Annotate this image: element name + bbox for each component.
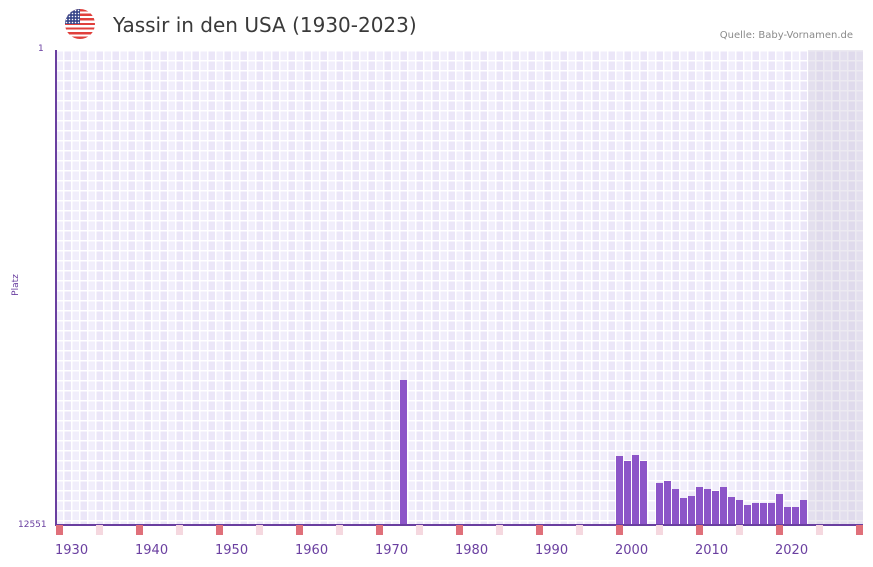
chart-title: Yassir in den USA (1930-2023) bbox=[113, 13, 417, 37]
y-axis-bottom-label: 12551 bbox=[18, 520, 47, 530]
bar-2010[interactable] bbox=[696, 487, 703, 525]
tick-1975 bbox=[416, 525, 423, 535]
tick-1965 bbox=[336, 525, 343, 535]
tick-2030 bbox=[856, 525, 863, 535]
x-label-1940: 1940 bbox=[135, 543, 169, 558]
tick-1945 bbox=[176, 525, 183, 535]
source-label: Quelle: Baby-Vornamen.de bbox=[719, 30, 853, 41]
tick-1970 bbox=[376, 525, 383, 535]
bar-2011[interactable] bbox=[704, 489, 711, 525]
bar-2001[interactable] bbox=[624, 461, 631, 525]
tick-2020 bbox=[776, 525, 783, 535]
tick-1960 bbox=[296, 525, 303, 535]
y-axis-top-label: 1 bbox=[38, 44, 44, 54]
tick-1955 bbox=[256, 525, 263, 535]
tick-1985 bbox=[496, 525, 503, 535]
tick-2025 bbox=[816, 525, 823, 535]
bar-2012[interactable] bbox=[712, 491, 719, 525]
bar-2021[interactable] bbox=[784, 506, 791, 525]
tick-1935 bbox=[96, 525, 103, 535]
bar-2023[interactable] bbox=[800, 499, 807, 525]
tick-2000 bbox=[616, 525, 623, 535]
bar-2003[interactable] bbox=[640, 461, 647, 525]
tick-2010 bbox=[696, 525, 703, 535]
bar-2018[interactable] bbox=[760, 502, 767, 525]
bar-2007[interactable] bbox=[672, 489, 679, 525]
x-label-2020: 2020 bbox=[775, 543, 809, 558]
future-region bbox=[808, 50, 863, 525]
x-label-1970: 1970 bbox=[375, 543, 409, 558]
bar-2020[interactable] bbox=[776, 494, 783, 525]
tick-1980 bbox=[456, 525, 463, 535]
tick-1995 bbox=[576, 525, 583, 535]
bar-2022[interactable] bbox=[792, 506, 799, 525]
us-flag-icon bbox=[65, 9, 95, 39]
plot-area bbox=[55, 50, 863, 525]
bar-2013[interactable] bbox=[720, 487, 727, 525]
bar-2016[interactable] bbox=[744, 504, 751, 525]
x-label-1950: 1950 bbox=[215, 543, 249, 558]
x-label-1980: 1980 bbox=[455, 543, 489, 558]
y-axis-title: Platz bbox=[11, 274, 21, 296]
x-label-1990: 1990 bbox=[535, 543, 569, 558]
bar-2002[interactable] bbox=[632, 455, 639, 525]
y-axis-line bbox=[55, 50, 57, 526]
tick-2015 bbox=[736, 525, 743, 535]
bar-2009[interactable] bbox=[688, 496, 695, 525]
tick-2005 bbox=[656, 525, 663, 535]
x-label-1960: 1960 bbox=[295, 543, 329, 558]
x-axis-line bbox=[55, 524, 863, 526]
tick-1940 bbox=[136, 525, 143, 535]
tick-1930 bbox=[56, 525, 63, 535]
bar-2017[interactable] bbox=[752, 502, 759, 525]
x-label-1930: 1930 bbox=[55, 543, 89, 558]
bar-2006[interactable] bbox=[664, 480, 671, 525]
bar-2008[interactable] bbox=[680, 497, 687, 525]
bar-1973[interactable] bbox=[400, 380, 407, 525]
bar-2015[interactable] bbox=[736, 499, 743, 525]
tick-1950 bbox=[216, 525, 223, 535]
bar-2000[interactable] bbox=[616, 456, 623, 525]
bar-2019[interactable] bbox=[768, 502, 775, 525]
tick-1990 bbox=[536, 525, 543, 535]
x-label-2010: 2010 bbox=[695, 543, 729, 558]
x-axis-ticks bbox=[55, 525, 863, 535]
x-label-2000: 2000 bbox=[615, 543, 649, 558]
bar-2014[interactable] bbox=[728, 497, 735, 525]
bar-2005[interactable] bbox=[656, 483, 663, 525]
